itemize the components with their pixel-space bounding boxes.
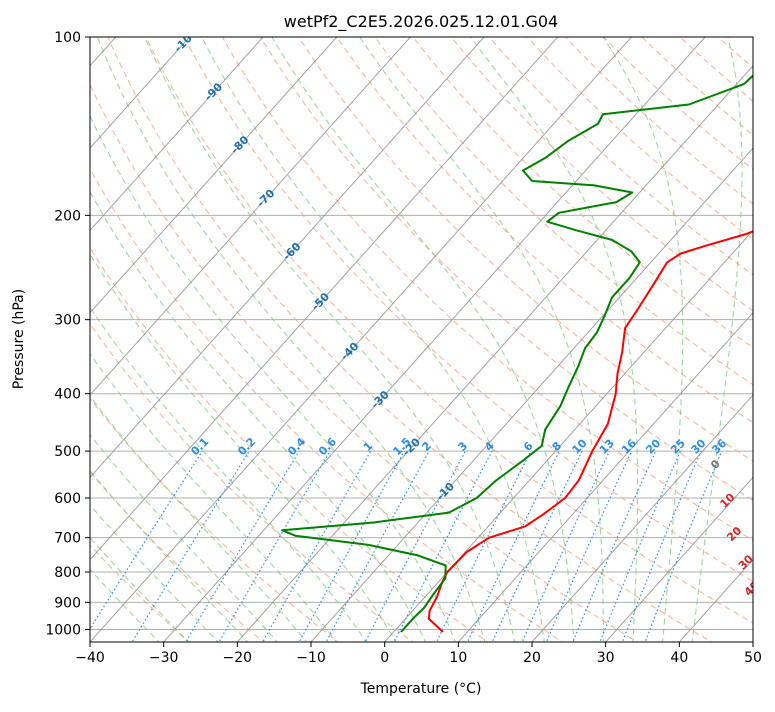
y-tick-label: 600 — [54, 491, 81, 507]
x-tick-label: 10 — [449, 650, 467, 666]
y-tick-label: 800 — [54, 565, 81, 581]
y-tick-label: 300 — [54, 313, 81, 329]
x-axis-label: Temperature (°C) — [360, 681, 482, 697]
x-tick-label: −20 — [223, 650, 253, 666]
x-tick-label: 40 — [670, 650, 688, 666]
x-tick-label: 20 — [523, 650, 541, 666]
y-tick-label: 900 — [54, 595, 81, 611]
y-tick-label: 1000 — [45, 622, 81, 638]
chart-title: wetPf2_C2E5.2026.025.12.01.G04 — [284, 12, 558, 32]
y-axis-label: Pressure (hPa) — [11, 289, 27, 389]
y-tick-label: 200 — [54, 208, 81, 224]
x-tick-label: 30 — [597, 650, 615, 666]
x-tick-label: 50 — [744, 650, 762, 666]
x-tick-label: −30 — [149, 650, 179, 666]
y-tick-label: 100 — [54, 30, 81, 46]
x-tick-label: −40 — [75, 650, 105, 666]
y-tick-label: 500 — [54, 444, 81, 460]
x-tick-label: 0 — [380, 650, 389, 666]
y-tick-label: 700 — [54, 531, 81, 547]
x-tick-label: −10 — [296, 650, 326, 666]
y-tick-label: 400 — [54, 387, 81, 403]
